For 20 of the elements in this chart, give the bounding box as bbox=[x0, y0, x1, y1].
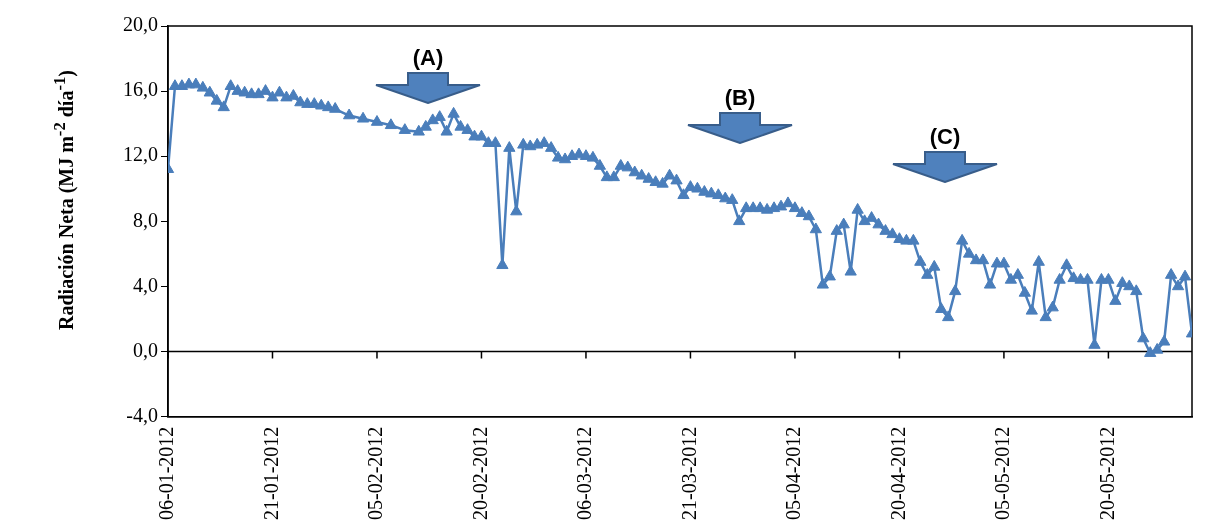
x-tick-label: 20-02-2012 bbox=[468, 426, 491, 521]
annotation: (A) bbox=[412, 45, 444, 71]
x-tick-label: 06-03-2012 bbox=[573, 426, 596, 521]
y-tick-label: 4,0 bbox=[133, 273, 158, 296]
x-tick-label: 20-05-2012 bbox=[1095, 426, 1118, 521]
x-tick-label: 05-02-2012 bbox=[364, 426, 387, 521]
annotation: (C) bbox=[929, 124, 961, 150]
annotation: (B) bbox=[724, 85, 756, 111]
y-tick-label: 8,0 bbox=[133, 208, 158, 231]
x-tick-label: 05-04-2012 bbox=[782, 426, 805, 521]
x-tick-label: 21-03-2012 bbox=[677, 426, 700, 521]
y-tick-label: 16,0 bbox=[123, 78, 158, 101]
x-tick-label: 21-01-2012 bbox=[259, 426, 282, 521]
y-tick-label: 0,0 bbox=[133, 338, 158, 361]
x-tick-label: 06-01-2012 bbox=[155, 426, 178, 521]
y-tick-label: -4,0 bbox=[126, 403, 158, 426]
x-tick-label: 20-04-2012 bbox=[886, 426, 909, 521]
y-tick-label: 12,0 bbox=[123, 143, 158, 166]
x-tick-label: 05-05-2012 bbox=[991, 426, 1014, 521]
y-tick-label: 20,0 bbox=[123, 13, 158, 36]
